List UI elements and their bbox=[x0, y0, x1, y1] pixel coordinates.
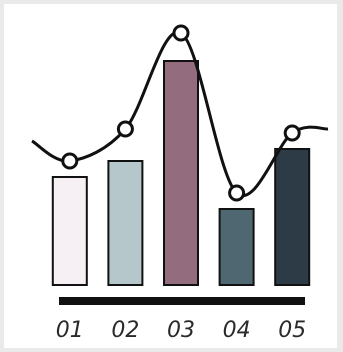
line-point-03 bbox=[172, 24, 190, 42]
x-tick-label: 04 bbox=[223, 318, 251, 343]
x-tick-label: 03 bbox=[167, 318, 195, 343]
line-point-05 bbox=[283, 124, 301, 142]
trend-line-series bbox=[31, 24, 329, 202]
chart-panel: 01 02 03 04 05 bbox=[4, 4, 337, 348]
bar-04 bbox=[218, 208, 255, 286]
bar-01 bbox=[51, 176, 88, 286]
bar-line-chart: 01 02 03 04 05 bbox=[31, 24, 329, 343]
line-point-04 bbox=[228, 184, 246, 202]
line-point-01 bbox=[61, 152, 79, 170]
x-tick-labels: 01 02 03 04 05 bbox=[56, 318, 306, 343]
x-tick-label: 01 bbox=[56, 318, 84, 343]
bar-05 bbox=[274, 148, 311, 286]
line-point-02 bbox=[116, 120, 134, 138]
bar-series bbox=[51, 60, 311, 286]
bar-03 bbox=[163, 60, 199, 286]
x-tick-label: 05 bbox=[278, 318, 306, 343]
bar-02 bbox=[107, 160, 144, 286]
x-tick-label: 02 bbox=[111, 318, 139, 343]
